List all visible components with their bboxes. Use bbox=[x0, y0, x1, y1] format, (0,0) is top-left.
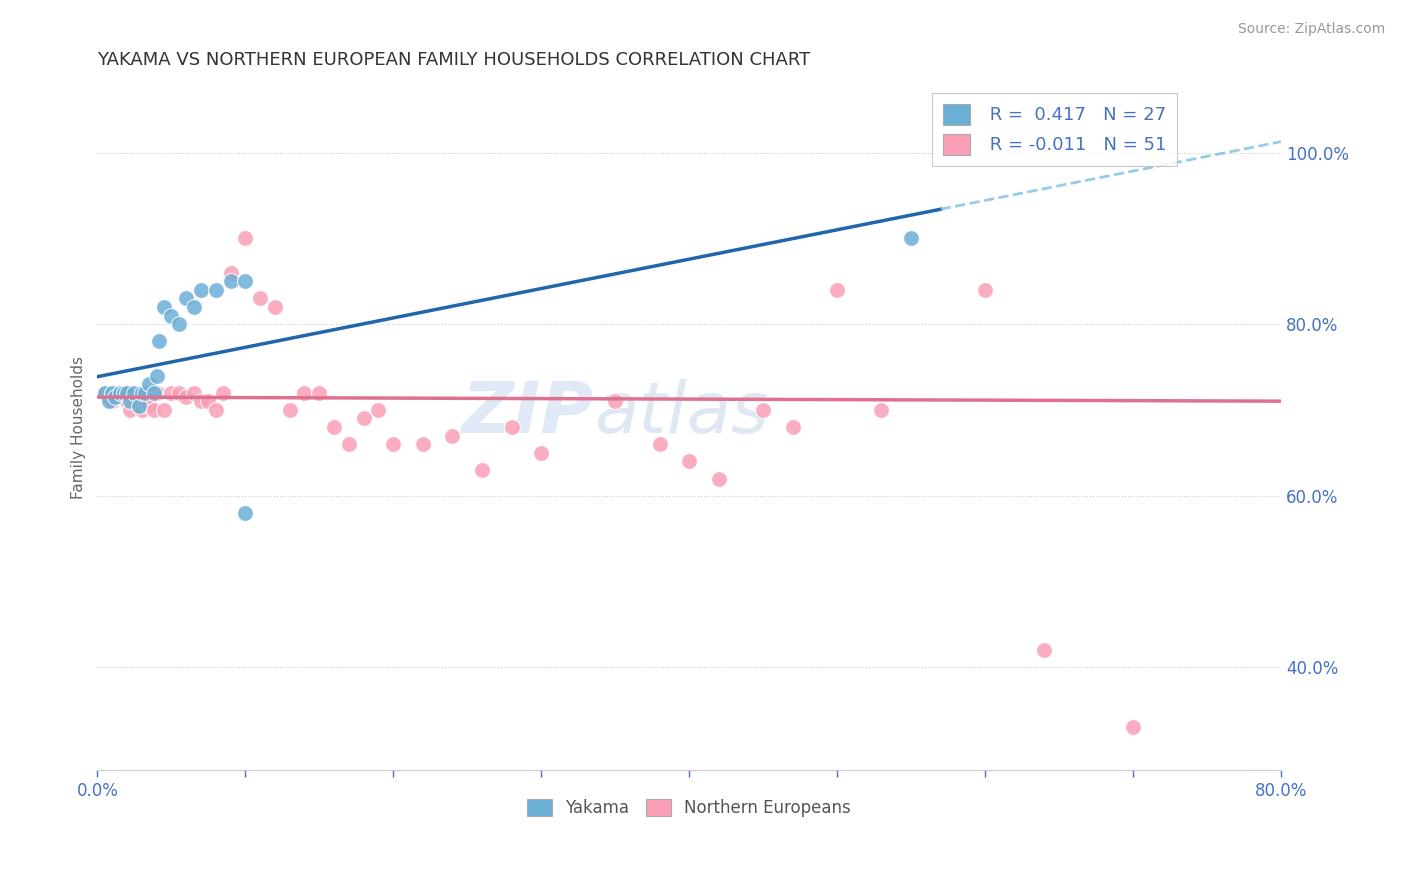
Point bbox=[1033, 643, 1056, 657]
Point bbox=[294, 385, 316, 400]
Point bbox=[98, 390, 121, 404]
Point bbox=[1122, 720, 1144, 734]
Point bbox=[825, 283, 848, 297]
Point bbox=[219, 274, 242, 288]
Point bbox=[367, 403, 389, 417]
Point bbox=[115, 394, 138, 409]
Point bbox=[412, 437, 434, 451]
Y-axis label: Family Households: Family Households bbox=[72, 356, 86, 499]
Point bbox=[190, 283, 212, 297]
Point bbox=[108, 385, 131, 400]
Point bbox=[160, 309, 183, 323]
Point bbox=[148, 334, 170, 349]
Point bbox=[190, 394, 212, 409]
Point bbox=[678, 454, 700, 468]
Point bbox=[128, 399, 150, 413]
Point bbox=[112, 390, 135, 404]
Point bbox=[870, 403, 893, 417]
Point bbox=[138, 377, 160, 392]
Text: atlas: atlas bbox=[595, 379, 769, 448]
Point bbox=[308, 385, 330, 400]
Point bbox=[118, 394, 141, 409]
Point bbox=[128, 399, 150, 413]
Point bbox=[471, 463, 494, 477]
Point bbox=[233, 506, 256, 520]
Point bbox=[530, 446, 553, 460]
Point bbox=[174, 390, 197, 404]
Point bbox=[131, 403, 153, 417]
Point bbox=[219, 266, 242, 280]
Point bbox=[160, 385, 183, 400]
Point bbox=[707, 471, 730, 485]
Point bbox=[134, 385, 156, 400]
Point bbox=[278, 403, 301, 417]
Point bbox=[382, 437, 405, 451]
Text: ZIP: ZIP bbox=[463, 379, 595, 448]
Point bbox=[337, 437, 360, 451]
Point bbox=[900, 231, 922, 245]
Point bbox=[167, 317, 190, 331]
Text: YAKAMA VS NORTHERN EUROPEAN FAMILY HOUSEHOLDS CORRELATION CHART: YAKAMA VS NORTHERN EUROPEAN FAMILY HOUSE… bbox=[97, 51, 811, 69]
Point bbox=[115, 385, 138, 400]
Point bbox=[197, 394, 219, 409]
Point bbox=[353, 411, 375, 425]
Point bbox=[153, 403, 176, 417]
Point bbox=[124, 394, 146, 409]
Point bbox=[233, 231, 256, 245]
Point bbox=[142, 385, 165, 400]
Point bbox=[138, 399, 160, 413]
Point bbox=[249, 292, 271, 306]
Point bbox=[323, 420, 346, 434]
Point bbox=[124, 385, 146, 400]
Point bbox=[98, 394, 121, 409]
Point bbox=[145, 385, 167, 400]
Point bbox=[153, 300, 176, 314]
Point bbox=[145, 368, 167, 383]
Point bbox=[264, 300, 287, 314]
Point bbox=[112, 385, 135, 400]
Point bbox=[131, 385, 153, 400]
Point bbox=[104, 390, 127, 404]
Point bbox=[752, 403, 775, 417]
Point bbox=[101, 394, 124, 409]
Point bbox=[118, 403, 141, 417]
Legend: Yakama, Northern Europeans: Yakama, Northern Europeans bbox=[520, 792, 858, 823]
Point bbox=[501, 420, 523, 434]
Point bbox=[183, 385, 205, 400]
Point bbox=[134, 394, 156, 409]
Point bbox=[212, 385, 235, 400]
Point bbox=[167, 385, 190, 400]
Text: Source: ZipAtlas.com: Source: ZipAtlas.com bbox=[1237, 22, 1385, 37]
Point bbox=[204, 283, 226, 297]
Point bbox=[204, 403, 226, 417]
Point bbox=[94, 385, 117, 400]
Point bbox=[441, 428, 464, 442]
Point bbox=[974, 283, 997, 297]
Point bbox=[183, 300, 205, 314]
Point bbox=[101, 385, 124, 400]
Point bbox=[233, 274, 256, 288]
Point bbox=[94, 385, 117, 400]
Point bbox=[108, 385, 131, 400]
Point bbox=[782, 420, 804, 434]
Point bbox=[174, 292, 197, 306]
Point bbox=[648, 437, 671, 451]
Point bbox=[142, 403, 165, 417]
Point bbox=[605, 394, 627, 409]
